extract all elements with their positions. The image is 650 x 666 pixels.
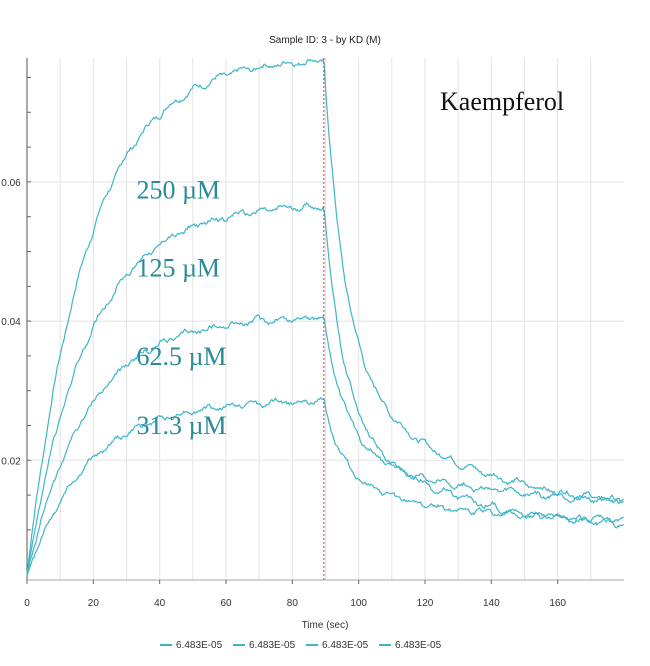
- concentration-label: 250 µM: [136, 176, 220, 205]
- legend-entry: 6.483E-05: [322, 640, 369, 651]
- series-line: [26, 396, 625, 577]
- x-tick-label: 140: [483, 598, 500, 609]
- legend-entry: 6.483E-05: [176, 640, 223, 651]
- legend-entry: 6.483E-05: [249, 640, 296, 651]
- x-tick-label: 40: [154, 598, 166, 609]
- y-axis: 0.02 0.04 0.06: [1, 76, 31, 566]
- x-tick-label: 20: [88, 598, 100, 609]
- series-layer: [26, 58, 625, 577]
- x-tick-label: 60: [220, 598, 232, 609]
- concentration-label: 62.5 µM: [136, 342, 226, 371]
- x-axis-label: Time (sec): [302, 620, 349, 631]
- y-tick-label: 0.02: [1, 456, 21, 467]
- y-tick-label: 0.06: [1, 178, 21, 189]
- series-line: [26, 314, 625, 575]
- concentration-labels: 250 µM 125 µM 62.5 µM 31.3 µM: [136, 176, 226, 440]
- x-axis: 0 20 40 60 80 100 120 140 160: [24, 580, 566, 609]
- x-tick-label: 160: [549, 598, 566, 609]
- concentration-label: 125 µM: [136, 254, 220, 283]
- series-line: [26, 58, 624, 576]
- legend: 6.483E-05 6.483E-05 6.483E-05 6.483E-05: [160, 640, 442, 651]
- x-tick-label: 100: [350, 598, 367, 609]
- x-tick-label: 0: [24, 598, 30, 609]
- legend-entry: 6.483E-05: [395, 640, 442, 651]
- concentration-label: 31.3 µM: [136, 411, 226, 440]
- y-tick-label: 0.04: [1, 317, 21, 328]
- x-tick-label: 80: [287, 598, 299, 609]
- chart-title: Sample ID: 3 - by KD (M): [269, 35, 381, 46]
- compound-annotation: Kaempferol: [440, 87, 564, 116]
- x-tick-label: 120: [417, 598, 434, 609]
